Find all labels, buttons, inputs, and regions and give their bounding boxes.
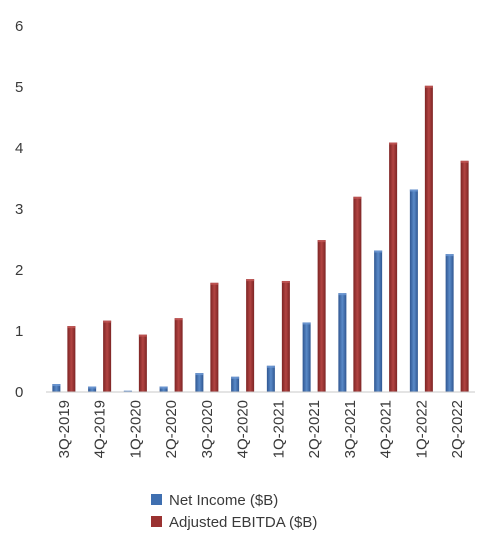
- bar-net-income: [302, 322, 311, 392]
- bar-adjusted-ebitda: [67, 326, 76, 392]
- bar-cap: [460, 160, 469, 163]
- x-tick-label: 4Q-2020: [235, 400, 252, 458]
- x-tick-label: 4Q-2021: [378, 400, 395, 458]
- bar-cap: [138, 334, 147, 337]
- bar-cap: [210, 282, 219, 285]
- bar-cap: [174, 318, 183, 321]
- bar-cap: [88, 386, 97, 389]
- bar-net-income: [374, 250, 383, 392]
- x-tick-label: 1Q-2020: [127, 400, 144, 458]
- bar-adjusted-ebitda: [246, 279, 255, 392]
- bar-cap: [424, 85, 433, 88]
- x-tick-label: 2Q-2020: [163, 400, 180, 458]
- bar-net-income: [52, 384, 61, 392]
- x-tick-label: 2Q-2021: [306, 400, 323, 458]
- bar-cap: [195, 373, 204, 376]
- y-tick-label: 3: [15, 201, 23, 218]
- bar-adjusted-ebitda: [281, 280, 290, 392]
- x-tick-label: 3Q-2019: [56, 400, 73, 458]
- bar-net-income: [445, 254, 454, 392]
- y-tick-label: 0: [15, 384, 23, 401]
- y-tick-label: 1: [15, 323, 23, 340]
- y-axis-ticks: 0 1 2 3 4 5 6: [15, 18, 23, 401]
- x-tick-label: 3Q-2020: [199, 400, 216, 458]
- bar-cap: [52, 384, 61, 387]
- bar-net-income: [159, 386, 168, 392]
- bar-adjusted-ebitda: [103, 320, 112, 392]
- y-tick-label: 5: [15, 79, 23, 96]
- bar-net-income: [409, 189, 418, 392]
- x-tick-label: 3Q-2021: [342, 400, 359, 458]
- bar-cap: [389, 142, 398, 145]
- bar-cap: [281, 280, 290, 283]
- bar-net-income: [231, 376, 240, 392]
- bar-cap: [374, 250, 383, 253]
- bar-cap: [266, 365, 275, 368]
- legend-swatch: [151, 494, 162, 505]
- bar-cap: [302, 322, 311, 325]
- y-tick-label: 6: [15, 18, 23, 35]
- bar-cap: [353, 196, 362, 199]
- y-tick-label: 2: [15, 262, 23, 279]
- bar-cap: [317, 240, 326, 243]
- bar-net-income: [88, 386, 97, 392]
- x-tick-label: 2Q-2022: [449, 400, 466, 458]
- bar-adjusted-ebitda: [138, 334, 147, 392]
- bar-net-income: [338, 293, 347, 392]
- x-tick-label: 4Q-2019: [92, 400, 109, 458]
- bar-cap: [159, 386, 168, 389]
- x-tick-label: 1Q-2022: [413, 400, 430, 458]
- bar-cap: [123, 390, 132, 392]
- legend-label: Adjusted EBITDA ($B): [169, 514, 317, 531]
- bar-cap: [338, 293, 347, 296]
- legend-swatch: [151, 516, 162, 527]
- bar-cap: [103, 320, 112, 323]
- bar-adjusted-ebitda: [174, 318, 183, 392]
- x-tick-label: 1Q-2021: [270, 400, 287, 458]
- y-tick-label: 4: [15, 140, 23, 157]
- bar-cap: [246, 279, 255, 282]
- bar-adjusted-ebitda: [424, 85, 433, 392]
- bar-adjusted-ebitda: [210, 282, 219, 392]
- bar-cap: [445, 254, 454, 257]
- bar-net-income: [266, 365, 275, 392]
- bar-cap: [67, 326, 76, 329]
- bar-adjusted-ebitda: [389, 142, 398, 392]
- legend: Net Income ($B) Adjusted EBITDA ($B): [151, 492, 317, 531]
- bars: [52, 85, 469, 392]
- bar-cap: [231, 376, 240, 379]
- bar-net-income: [195, 373, 204, 392]
- legend-label: Net Income ($B): [169, 492, 278, 509]
- bar-adjusted-ebitda: [460, 160, 469, 392]
- bar-adjusted-ebitda: [317, 240, 326, 392]
- bar-cap: [409, 189, 418, 192]
- bar-adjusted-ebitda: [353, 196, 362, 392]
- x-axis-ticks: 3Q-2019 4Q-2019 1Q-2020 2Q-2020 3Q-2020 4Q-20…: [56, 400, 466, 458]
